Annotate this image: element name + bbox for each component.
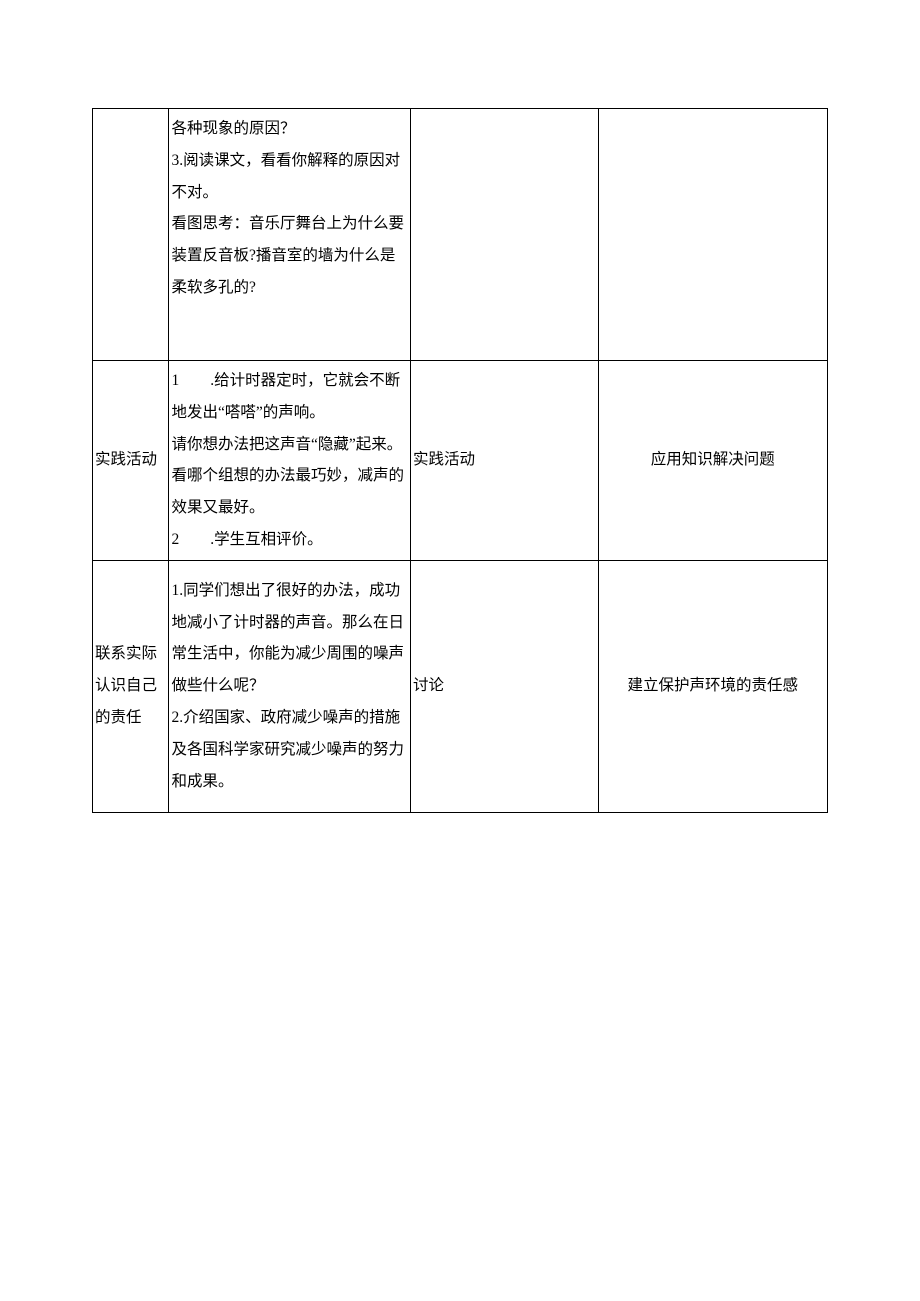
cell-purpose: 建立保护声环境的责任感 bbox=[598, 560, 827, 812]
table-row: 联系实际认识自己的责任 1.同学们想出了很好的办法，成功地减小了计时器的声音。那… bbox=[93, 560, 828, 812]
cell-teacher-activity: 1 .给计时器定时，它就会不断地发出“嗒嗒”的声响。 请你想办法把这声音“隐藏”… bbox=[169, 361, 411, 561]
table-row: 实践活动 1 .给计时器定时，它就会不断地发出“嗒嗒”的声响。 请你想办法把这声… bbox=[93, 361, 828, 561]
activity-line: 各种现象的原因？ bbox=[171, 113, 408, 145]
cell-purpose: 应用知识解决问题 bbox=[598, 361, 827, 561]
cell-section bbox=[93, 109, 169, 361]
cell-purpose bbox=[598, 109, 827, 361]
cell-section: 实践活动 bbox=[93, 361, 169, 561]
lesson-plan-table: 各种现象的原因？ 3.阅读课文，看看你解释的原因对不对。 看图思考：音乐厅舞台上… bbox=[92, 108, 828, 813]
cell-teacher-activity: 1.同学们想出了很好的办法，成功地减小了计时器的声音。那么在日常生活中，你能为减… bbox=[169, 560, 411, 812]
activity-line: 请你想办法把这声音“隐藏”起来。看哪个组想的办法最巧妙，减声的效果又最好。 bbox=[171, 429, 408, 524]
cell-student-activity bbox=[411, 109, 599, 361]
activity-line: 1 .给计时器定时，它就会不断地发出“嗒嗒”的声响。 bbox=[171, 365, 408, 429]
cell-teacher-activity: 各种现象的原因？ 3.阅读课文，看看你解释的原因对不对。 看图思考：音乐厅舞台上… bbox=[169, 109, 411, 361]
activity-line: 1.同学们想出了很好的办法，成功地减小了计时器的声音。那么在日常生活中，你能为减… bbox=[171, 575, 408, 702]
activity-line: 看图思考：音乐厅舞台上为什么要装置反音板?播音室的墙为什么是柔软多孔的? bbox=[171, 208, 408, 303]
activity-line: 2.介绍国家、政府减少噪声的措施及各国科学家研究减少噪声的努力和成果。 bbox=[171, 702, 408, 797]
cell-student-activity: 实践活动 bbox=[411, 361, 599, 561]
activity-line: 3.阅读课文，看看你解释的原因对不对。 bbox=[171, 145, 408, 209]
cell-student-activity: 讨论 bbox=[411, 560, 599, 812]
activity-line: 2 .学生互相评价。 bbox=[171, 524, 408, 556]
cell-section: 联系实际认识自己的责任 bbox=[93, 560, 169, 812]
table-row: 各种现象的原因？ 3.阅读课文，看看你解释的原因对不对。 看图思考：音乐厅舞台上… bbox=[93, 109, 828, 361]
